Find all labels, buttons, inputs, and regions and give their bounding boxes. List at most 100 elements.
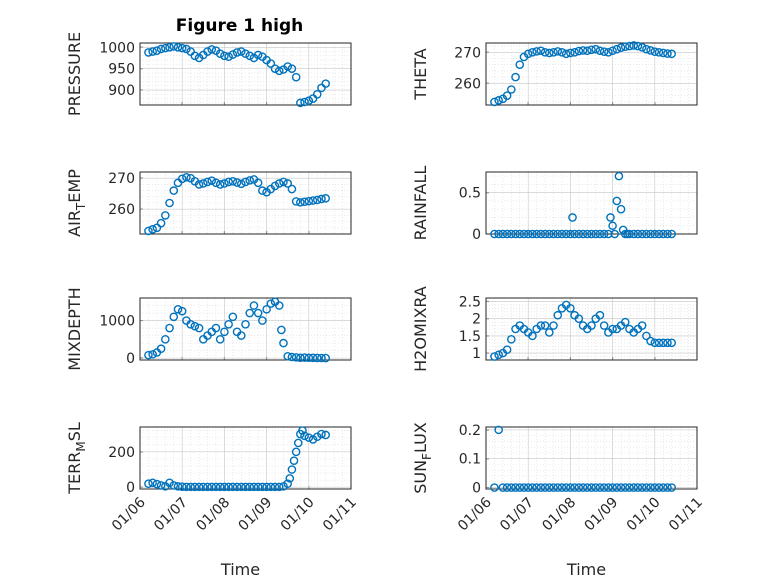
data-point — [494, 96, 503, 105]
data-point — [507, 85, 516, 94]
data-point — [646, 336, 655, 346]
data-point — [144, 350, 153, 360]
data-point — [599, 47, 609, 56]
x-tick-label: 01/06 — [109, 494, 149, 534]
data-point — [177, 482, 187, 491]
data-point — [612, 196, 622, 206]
data-point — [232, 482, 242, 492]
data-point — [232, 48, 242, 57]
y-tick-label: 900 — [108, 83, 135, 99]
data-point — [658, 338, 668, 348]
data-point — [578, 483, 588, 492]
data-point — [616, 483, 626, 492]
data-point — [194, 180, 204, 189]
axes-frame — [485, 426, 698, 490]
data-point — [194, 482, 204, 492]
data-point — [245, 308, 255, 318]
data-point — [300, 197, 309, 207]
data-point — [606, 213, 615, 222]
data-point — [591, 483, 601, 492]
data-point — [283, 179, 293, 188]
data-point — [228, 312, 238, 322]
x-axis-label: Time — [566, 560, 606, 579]
y-tick-label: 1000 — [99, 314, 135, 330]
data-point — [570, 483, 579, 492]
data-point — [321, 353, 330, 363]
data-point — [549, 229, 558, 239]
y-tick-label: 0 — [126, 351, 135, 367]
data-point — [304, 196, 314, 206]
data-point — [574, 46, 584, 56]
subplot-pressure: 900 950 1000 Figure 1 high PRESSURE — [65, 16, 352, 116]
data-point — [296, 198, 305, 207]
data-point — [274, 66, 284, 76]
data-point — [215, 482, 225, 492]
y-ticks: 900 950 1000 — [99, 40, 143, 99]
data-point — [148, 350, 157, 359]
series-airtemp — [144, 172, 330, 236]
data-point — [587, 483, 596, 492]
data-point — [633, 483, 643, 492]
data-point — [637, 43, 647, 52]
data-point — [654, 229, 664, 239]
data-point — [312, 353, 322, 363]
y-axis-label: THETA — [411, 48, 430, 100]
y-tick-label: 0 — [126, 480, 135, 496]
data-point — [317, 429, 326, 439]
y-tick-label: 1 — [472, 346, 481, 362]
data-point — [515, 229, 525, 239]
data-point — [658, 48, 668, 58]
data-point — [148, 225, 157, 234]
data-point — [156, 344, 166, 354]
data-point — [152, 479, 162, 489]
data-point — [502, 483, 512, 492]
data-point — [654, 48, 664, 57]
data-point — [663, 338, 672, 348]
data-point — [228, 50, 238, 59]
data-point — [283, 479, 293, 488]
data-point — [270, 64, 280, 73]
y-axis-label: AIRTEMP — [65, 169, 88, 237]
data-point — [642, 229, 651, 239]
data-point — [667, 229, 676, 239]
data-point — [156, 44, 166, 54]
data-point — [161, 335, 170, 344]
data-point — [490, 483, 499, 492]
data-point — [587, 321, 596, 330]
y-tick-label: 950 — [108, 62, 135, 78]
data-point — [169, 481, 179, 490]
data-point — [637, 229, 647, 239]
data-point — [220, 482, 229, 492]
data-point — [523, 483, 533, 492]
data-point — [274, 301, 284, 310]
data-point — [289, 456, 299, 465]
data-point — [574, 229, 584, 239]
data-point — [523, 49, 533, 59]
y-ticks: 260 270 — [108, 171, 143, 218]
data-point — [608, 324, 617, 334]
data-point — [549, 321, 558, 330]
data-point — [203, 177, 212, 187]
data-point — [287, 184, 297, 194]
data-point — [190, 321, 200, 331]
data-point — [291, 72, 301, 82]
data-point — [253, 482, 263, 492]
data-point — [574, 314, 584, 323]
data-point — [211, 482, 221, 492]
data-point — [296, 353, 305, 363]
y-tick-label: 270 — [454, 45, 481, 61]
data-point — [570, 48, 579, 57]
data-point — [650, 338, 660, 348]
data-point — [144, 479, 153, 488]
data-point — [249, 301, 259, 310]
data-point — [616, 43, 626, 52]
data-point — [532, 229, 541, 239]
data-point — [241, 177, 250, 187]
y-axis-label: MIXDEPTH — [65, 287, 84, 370]
data-point — [211, 323, 221, 333]
subplot-terr_msl: 01/06 01/07 01/08 01/09 01/10 01/110200TERRMS… — [65, 422, 360, 579]
data-point — [321, 194, 330, 203]
y-tick-label: 260 — [108, 202, 135, 218]
data-point — [658, 229, 668, 239]
data-point — [304, 96, 314, 106]
